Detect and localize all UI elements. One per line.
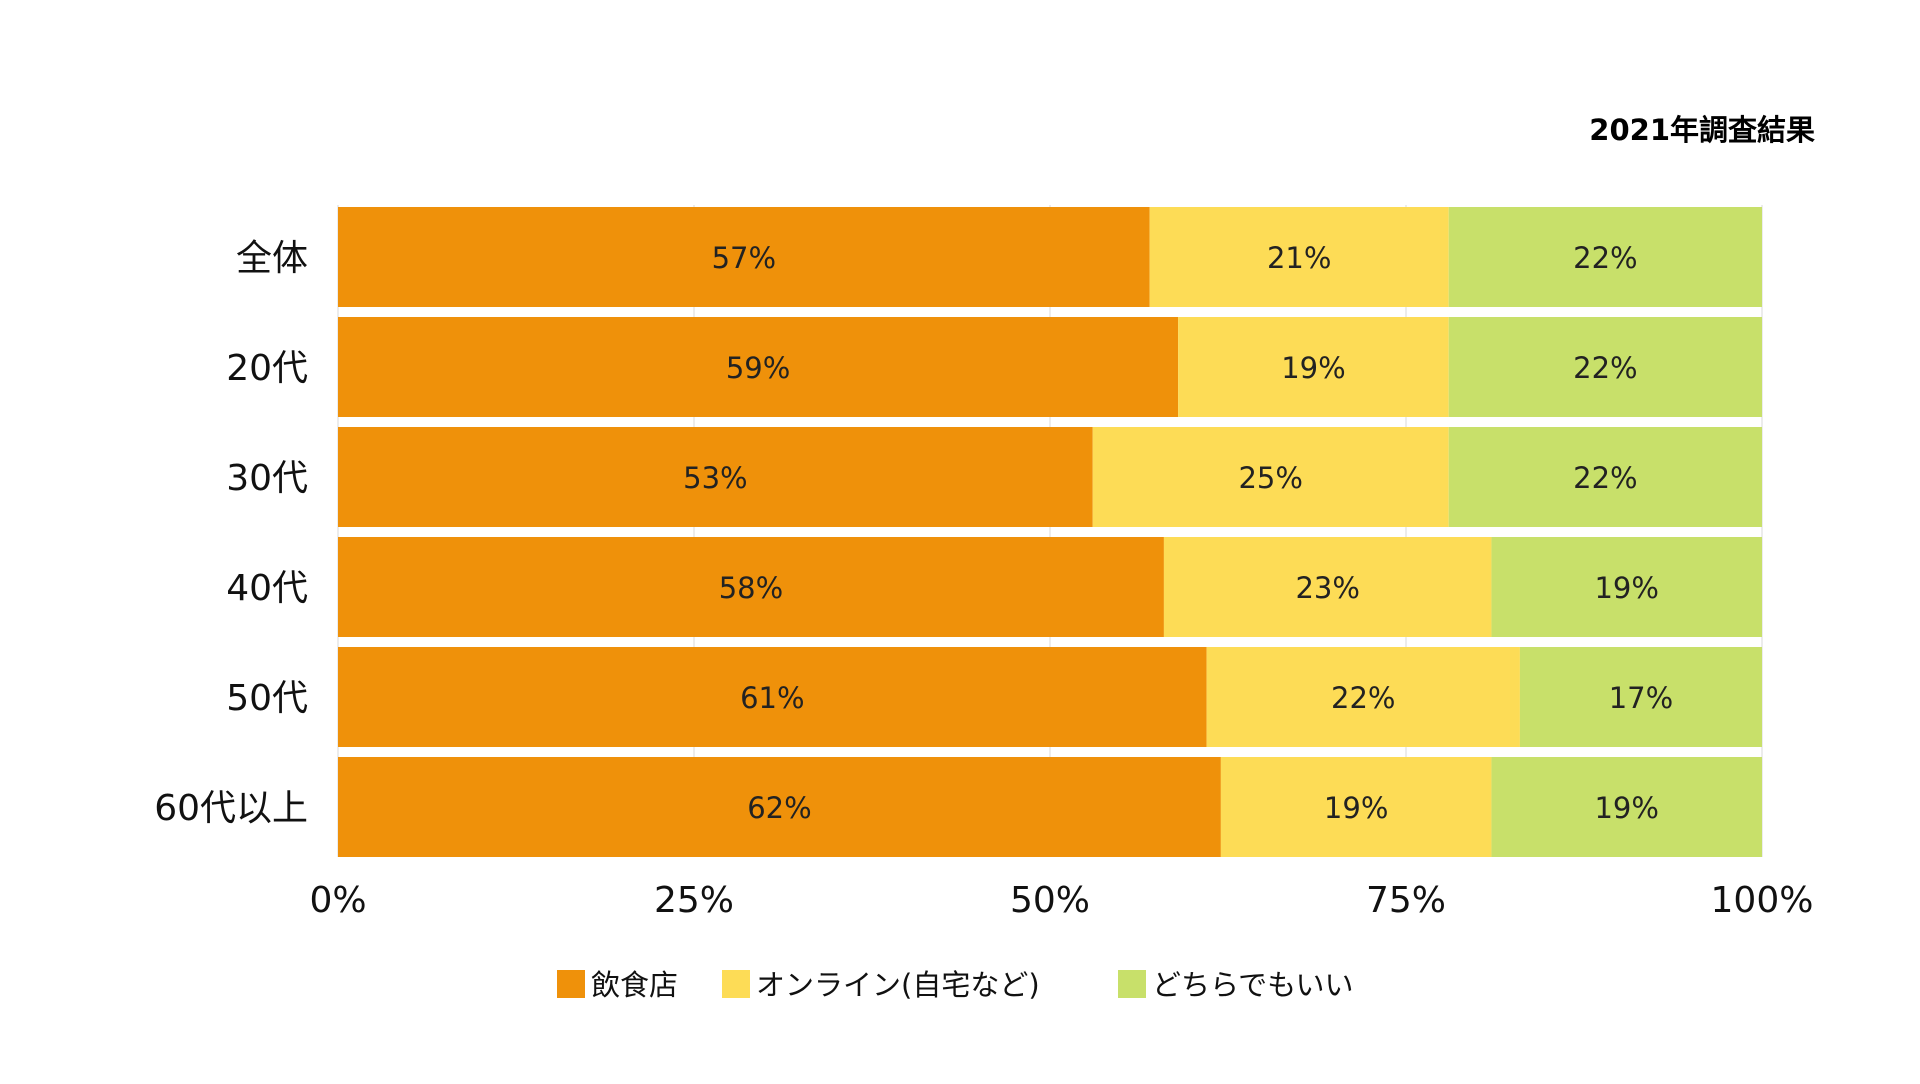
data-label-0-4: 61% [740, 681, 804, 715]
data-label-0-1: 59% [726, 351, 790, 385]
legend-swatch-0 [557, 970, 585, 998]
bar-0-1 [338, 317, 1179, 417]
bar-1-2 [1092, 427, 1449, 527]
legend: 飲食店 オンライン(自宅など) どちらでもいい [557, 968, 1354, 1002]
category-label-4: 50代 [226, 678, 308, 719]
data-label-0-2: 53% [683, 461, 747, 495]
bar-1-5 [1220, 757, 1492, 857]
legend-swatch-2 [1118, 970, 1146, 998]
legend-label-2: どちらでもいい [1152, 968, 1354, 1002]
category-label-3: 40代 [226, 568, 308, 609]
bar-2-1 [1448, 317, 1762, 417]
data-label-0-5: 62% [747, 791, 811, 825]
bars [338, 207, 1762, 857]
x-tick-label-2: 50% [1010, 880, 1090, 921]
x-axis-ticks: 0% 25% 50% 75% 100% [309, 880, 1813, 921]
bar-1-1 [1178, 317, 1449, 417]
bar-0-3 [338, 537, 1164, 637]
legend-label-1: オンライン(自宅など) [756, 968, 1040, 1002]
legend-swatch-1 [722, 970, 750, 998]
category-label-1: 20代 [226, 348, 308, 389]
bar-0-5 [338, 757, 1221, 857]
bar-2-0 [1448, 207, 1762, 307]
data-labels: 57% 21% 22% 59% 19% 22% 53% 25% 22% 58% 23% 19% 61% 2… [683, 241, 1673, 825]
data-label-2-0: 22% [1573, 241, 1637, 275]
data-label-1-5: 19% [1324, 791, 1388, 825]
data-label-1-3: 23% [1295, 571, 1359, 605]
bar-1-0 [1149, 207, 1449, 307]
bar-0-4 [338, 647, 1207, 747]
category-label-2: 30代 [226, 458, 308, 499]
data-label-1-2: 25% [1238, 461, 1302, 495]
bar-0-2 [338, 427, 1093, 527]
x-tick-label-0: 0% [309, 880, 366, 921]
data-label-1-1: 19% [1281, 351, 1345, 385]
data-label-2-2: 22% [1573, 461, 1637, 495]
bar-2-2 [1448, 427, 1762, 527]
y-axis-categories: 全体 20代 30代 40代 50代 60代以上 [154, 238, 308, 829]
data-label-2-1: 22% [1573, 351, 1637, 385]
data-label-1-4: 22% [1331, 681, 1395, 715]
chart-title: 2021年調査結果 [1589, 113, 1815, 147]
x-tick-label-4: 100% [1711, 880, 1814, 921]
data-label-2-3: 19% [1594, 571, 1658, 605]
grid-lines [337, 205, 1763, 857]
bar-1-3 [1163, 537, 1492, 637]
bar-2-3 [1491, 537, 1762, 637]
bar-2-5 [1491, 757, 1762, 857]
x-tick-label-3: 75% [1366, 880, 1446, 921]
data-label-0-3: 58% [719, 571, 783, 605]
bar-1-4 [1206, 647, 1520, 747]
data-label-1-0: 21% [1267, 241, 1331, 275]
data-label-0-0: 57% [712, 241, 776, 275]
category-label-0: 全体 [236, 238, 308, 279]
data-label-2-5: 19% [1594, 791, 1658, 825]
data-label-2-4: 17% [1609, 681, 1673, 715]
category-label-5: 60代以上 [154, 788, 308, 829]
bar-2-4 [1519, 647, 1762, 747]
x-tick-label-1: 25% [654, 880, 734, 921]
bar-0-0 [338, 207, 1150, 307]
legend-label-0: 飲食店 [591, 968, 678, 1002]
